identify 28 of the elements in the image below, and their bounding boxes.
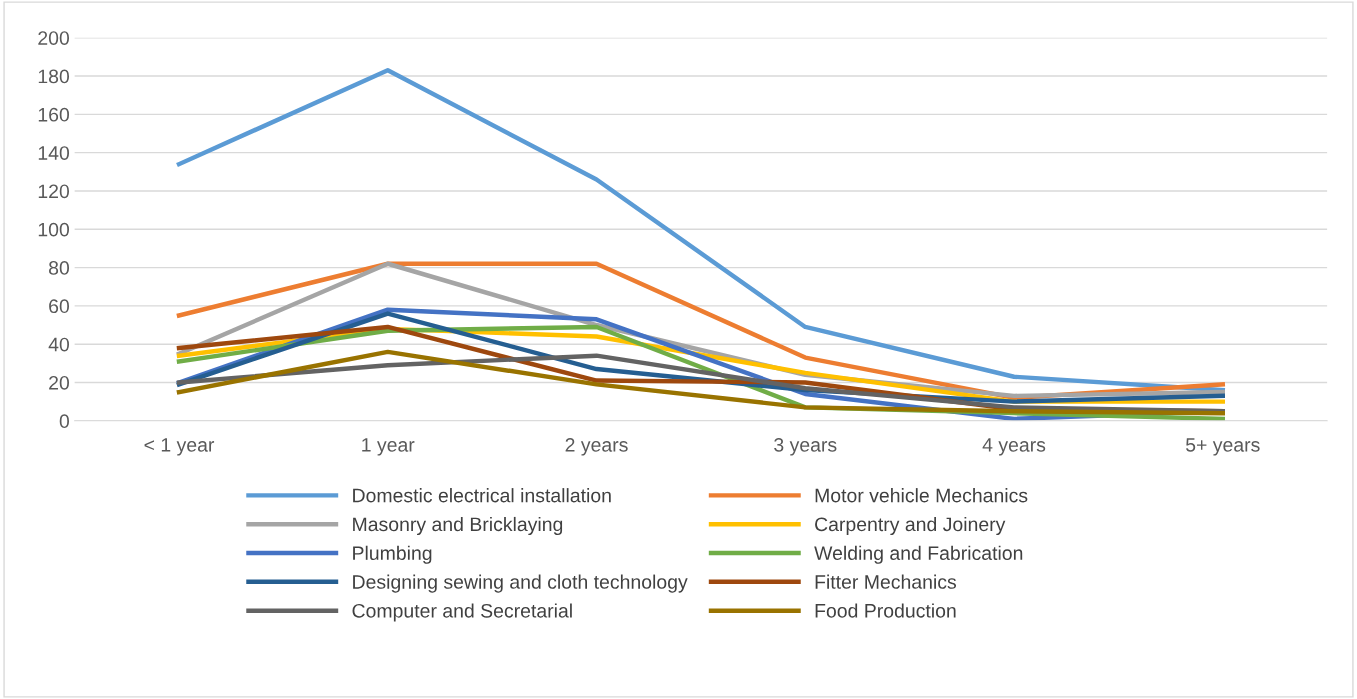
y-tick-label: 0 [59, 414, 70, 429]
legend-label: Masonry and Bricklaying [353, 516, 563, 536]
x-tick-label: 2 years [565, 437, 628, 456]
y-tick-label: 180 [38, 69, 70, 84]
x-tick-label: 3 years [774, 437, 837, 456]
x-tick-label: < 1 year [144, 438, 215, 456]
y-tick-label: 80 [48, 261, 70, 275]
legend-label: Carpentry and Joinery [815, 516, 1006, 536]
legend-label: Computer and Secretarial [352, 603, 572, 622]
legend-label: Plumbing [353, 545, 432, 564]
legend-label: Domestic electrical installation [353, 488, 611, 503]
y-tick-label: 120 [38, 184, 70, 199]
y-tick-label: 40 [48, 337, 70, 352]
legend-label: Designing sewing and cloth technology [353, 574, 688, 593]
y-tick-label: 200 [38, 31, 70, 45]
y-tick-label: 20 [49, 375, 70, 390]
line-series [176, 68, 1225, 393]
legend-label: Welding and Fabrication [814, 545, 1023, 564]
legend-label: Motor vehicle Mechanics [815, 488, 1028, 503]
y-tick-label: 60 [49, 299, 70, 314]
x-tick-label: 4 years [982, 438, 1046, 456]
legend-label: Fitter Mechanics [815, 574, 957, 589]
x-tick-label: 1 year [362, 438, 415, 456]
y-tick-label: 160 [38, 107, 70, 122]
y-tick-label: 100 [38, 222, 70, 237]
legend-label: Food Production [815, 603, 956, 618]
y-tick-label: 140 [38, 146, 70, 160]
x-tick-label: 5+ years [1185, 438, 1260, 456]
